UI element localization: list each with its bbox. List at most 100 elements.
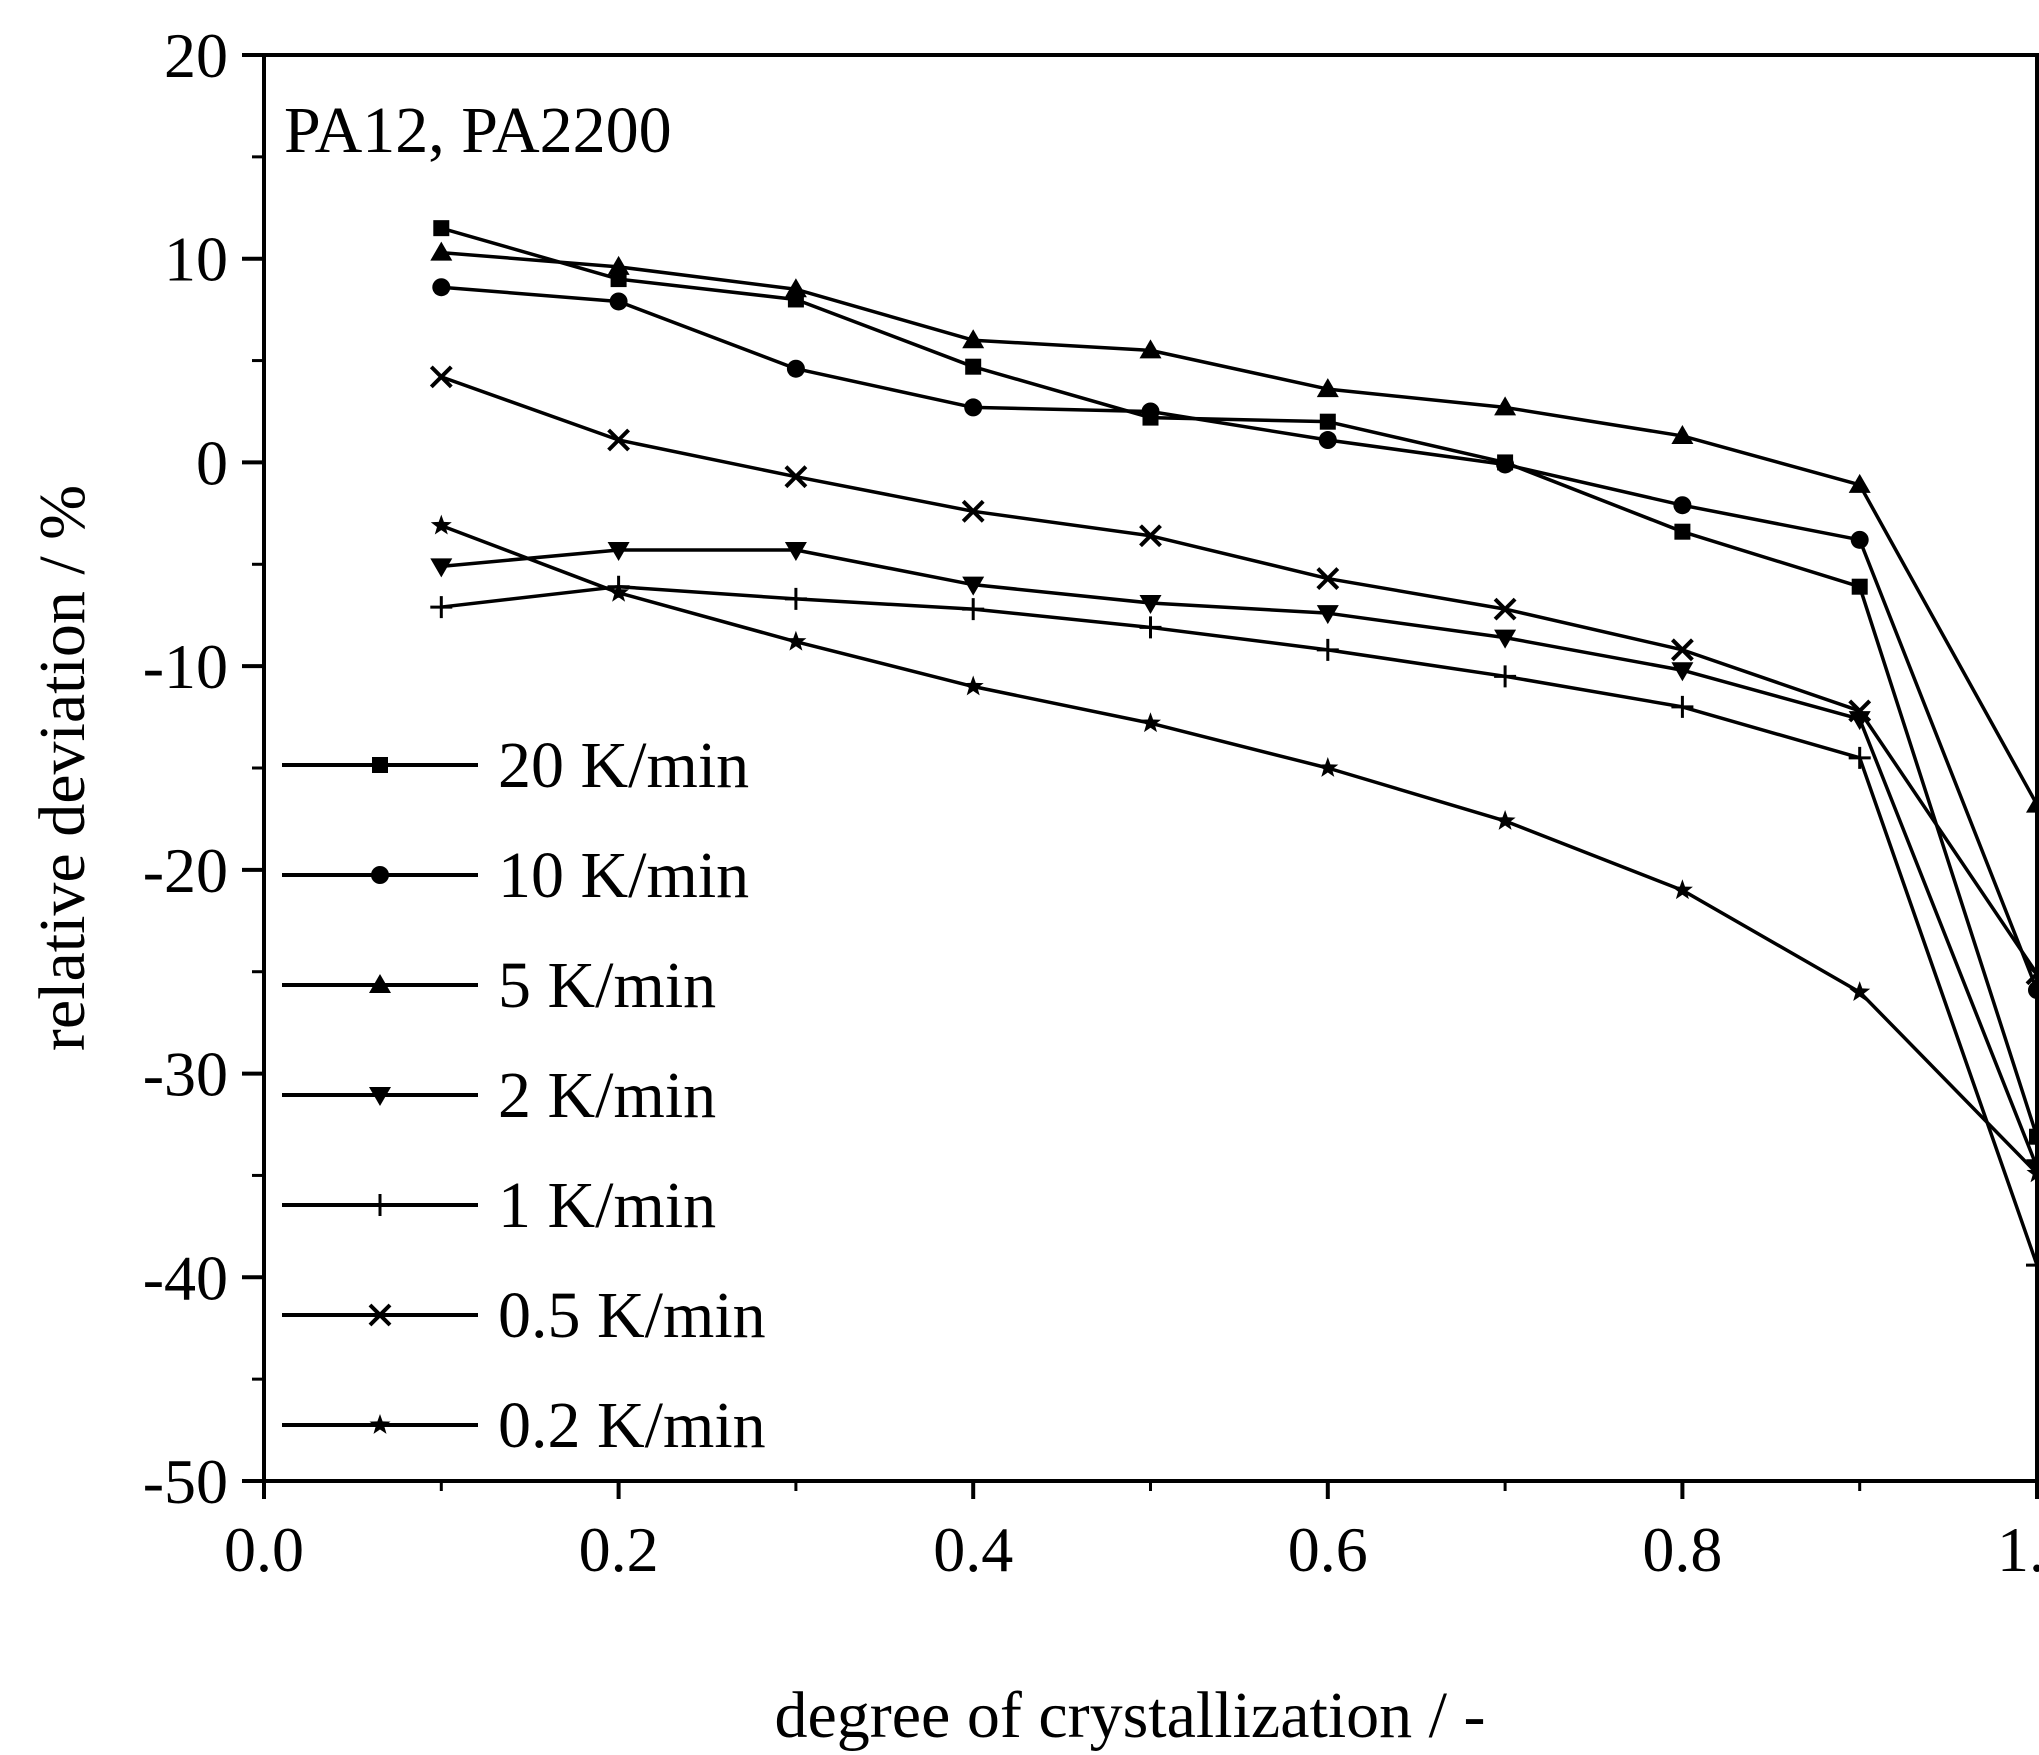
data-point bbox=[369, 1194, 391, 1216]
data-point bbox=[1670, 638, 1694, 662]
y-tick-label: -40 bbox=[143, 1242, 228, 1313]
series-2-k-min bbox=[430, 542, 2039, 1179]
series-0-2-k-min bbox=[430, 514, 2039, 1183]
data-point bbox=[430, 558, 453, 578]
data-point bbox=[1139, 524, 1162, 548]
data-point bbox=[965, 358, 982, 375]
data-point bbox=[1671, 695, 1694, 718]
legend-item: 0.5 K/min bbox=[282, 1279, 766, 1352]
data-point bbox=[372, 757, 388, 773]
data-point bbox=[1316, 378, 1339, 398]
data-point bbox=[369, 1087, 391, 1106]
plot-frame bbox=[262, 53, 2039, 1483]
x-tick-label: 0.4 bbox=[933, 1514, 1013, 1585]
data-point bbox=[961, 499, 985, 523]
data-point bbox=[784, 542, 807, 562]
data-point bbox=[368, 1303, 392, 1327]
data-point bbox=[1849, 981, 1871, 1001]
y-tick-label: -20 bbox=[143, 835, 228, 906]
legend-item: 2 K/min bbox=[282, 1059, 716, 1132]
x-tick-label: 0.8 bbox=[1642, 1514, 1722, 1585]
data-point bbox=[786, 359, 805, 378]
data-point bbox=[1316, 638, 1339, 661]
data-point bbox=[608, 581, 630, 602]
series-line bbox=[440, 523, 2039, 1175]
x-tick-label: 1.0 bbox=[1997, 1514, 2039, 1585]
series-line bbox=[441, 548, 2039, 1168]
series-line bbox=[441, 584, 2039, 1266]
data-point bbox=[1671, 879, 1693, 900]
data-point bbox=[1316, 605, 1339, 625]
chart-annotation: PA12, PA2200 bbox=[284, 94, 672, 167]
legend-label: 5 K/min bbox=[498, 949, 716, 1022]
y-tick-label: -10 bbox=[143, 631, 228, 702]
data-point bbox=[784, 465, 808, 489]
legend-item: 1 K/min bbox=[282, 1169, 716, 1242]
x-tick-label: 0.0 bbox=[224, 1514, 304, 1585]
series-5-k-min bbox=[430, 241, 2039, 813]
data-point bbox=[1674, 523, 1691, 540]
data-point bbox=[430, 514, 452, 535]
data-point bbox=[1140, 712, 1161, 733]
data-point bbox=[607, 428, 631, 452]
legend-item: 0.2 K/min bbox=[282, 1389, 766, 1462]
legend-label: 2 K/min bbox=[498, 1059, 716, 1132]
data-point bbox=[1141, 402, 1160, 421]
data-point bbox=[2029, 1128, 2039, 1145]
data-point bbox=[784, 587, 807, 610]
legend-label: 0.5 K/min bbox=[498, 1279, 766, 1352]
legend-item: 10 K/min bbox=[282, 839, 749, 912]
y-tick-label: -30 bbox=[143, 1039, 228, 1110]
legend-item: 20 K/min bbox=[282, 729, 749, 802]
data-point bbox=[1494, 629, 1517, 649]
y-tick-label: 20 bbox=[164, 20, 228, 91]
data-point bbox=[430, 596, 453, 619]
data-point bbox=[607, 542, 630, 562]
data-point bbox=[433, 220, 450, 237]
data-point bbox=[610, 271, 627, 288]
series-line bbox=[440, 226, 2039, 1138]
legend-label: 0.2 K/min bbox=[498, 1389, 766, 1462]
series-layer bbox=[429, 220, 2039, 1277]
data-point bbox=[1848, 473, 1871, 493]
data-point bbox=[1671, 424, 1694, 444]
series-line bbox=[441, 250, 2039, 806]
data-point bbox=[369, 974, 391, 993]
data-point bbox=[1494, 665, 1517, 688]
data-point bbox=[1848, 746, 1871, 769]
data-point bbox=[962, 675, 984, 696]
legend-item: 5 K/min bbox=[282, 949, 716, 1022]
data-point bbox=[1850, 530, 1869, 549]
data-point bbox=[1673, 496, 1692, 515]
data-point bbox=[962, 598, 985, 621]
data-point bbox=[1493, 597, 1517, 621]
data-point bbox=[1139, 594, 1162, 614]
data-point bbox=[369, 1414, 391, 1434]
series-line bbox=[440, 375, 2039, 975]
data-point bbox=[430, 241, 453, 261]
y-tick-label: 0 bbox=[196, 427, 228, 498]
data-point bbox=[1496, 455, 1515, 474]
y-axis-title: relative deviation / % bbox=[26, 485, 99, 1051]
data-point bbox=[1318, 431, 1337, 450]
series-line bbox=[441, 285, 2039, 991]
x-axis-title: degree of crystallization / - bbox=[774, 1679, 1485, 1752]
data-point bbox=[962, 329, 985, 349]
data-point bbox=[784, 278, 807, 298]
data-point bbox=[1494, 396, 1517, 416]
x-tick-label: 0.6 bbox=[1288, 1514, 1368, 1585]
tick-labels: 0.0 0.2 0.4 0.6 0.8 1.0 20 10 0 -10 -20 -30 -40 -50 bbox=[143, 20, 2039, 1585]
data-point bbox=[1848, 699, 1872, 723]
data-point bbox=[1671, 662, 1694, 682]
data-point bbox=[1139, 339, 1162, 359]
data-point bbox=[964, 398, 983, 417]
data-point bbox=[371, 866, 389, 884]
data-point bbox=[1319, 413, 1336, 430]
x-tick-label: 0.2 bbox=[579, 1514, 659, 1585]
data-point bbox=[1317, 757, 1339, 777]
data-point bbox=[429, 365, 453, 389]
data-point bbox=[1851, 578, 1868, 595]
data-point bbox=[785, 630, 807, 651]
data-point bbox=[432, 278, 451, 297]
